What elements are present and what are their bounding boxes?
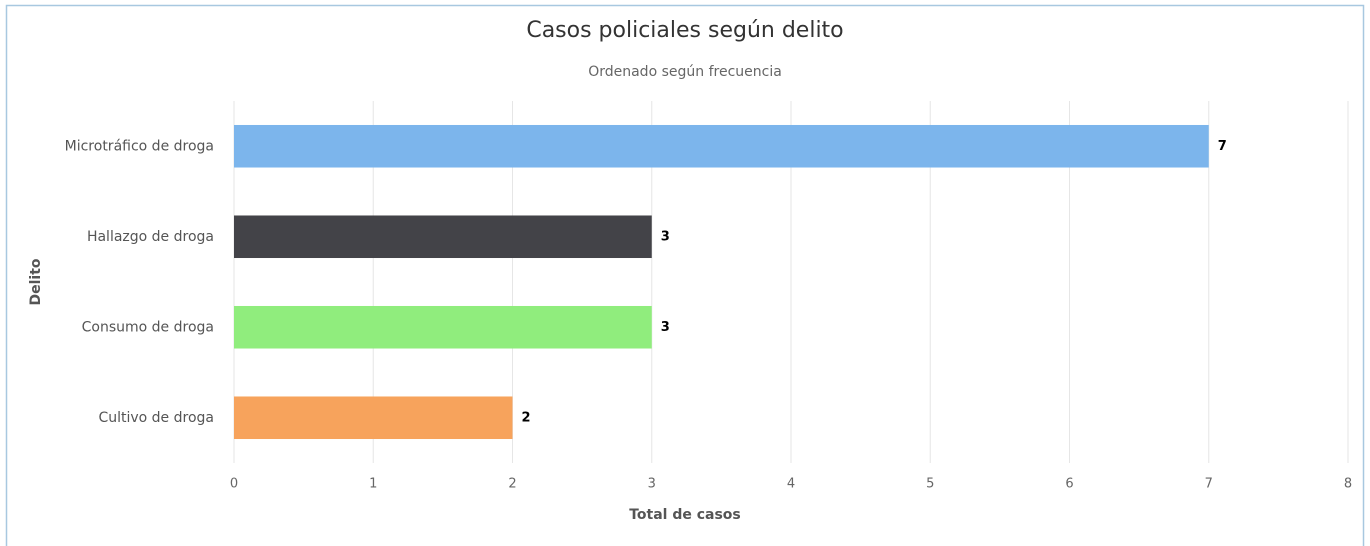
x-tick-label: 3 — [648, 477, 656, 492]
chart-frame — [5, 4, 1365, 546]
y-axis-label: Delito — [28, 258, 44, 305]
chart-subtitle: Ordenado según frecuencia — [588, 64, 782, 80]
bar — [234, 215, 652, 259]
data-label: 7 — [1218, 139, 1227, 154]
x-tick-label: 8 — [1344, 477, 1352, 492]
y-tick-label: Cultivo de droga — [98, 410, 214, 426]
y-tick-label: Microtráfico de droga — [65, 138, 214, 154]
data-label: 2 — [522, 410, 531, 425]
chart-title: Casos policiales según delito — [526, 18, 843, 43]
x-tick-label: 7 — [1205, 477, 1213, 492]
x-tick-label: 2 — [508, 477, 516, 492]
x-axis-label: Total de casos — [629, 507, 741, 523]
y-tick-label: Consumo de droga — [82, 319, 214, 335]
data-label: 3 — [661, 229, 670, 244]
data-label: 3 — [661, 320, 670, 335]
x-tick-label: 6 — [1065, 477, 1073, 492]
x-tick-label: 4 — [787, 477, 795, 492]
bar — [234, 305, 652, 349]
y-tick-label: Hallazgo de droga — [87, 229, 214, 245]
bar — [234, 396, 513, 440]
bar — [234, 124, 1209, 168]
x-tick-label: 5 — [926, 477, 934, 492]
x-tick-label: 0 — [230, 477, 238, 492]
x-tick-label: 1 — [369, 477, 377, 492]
